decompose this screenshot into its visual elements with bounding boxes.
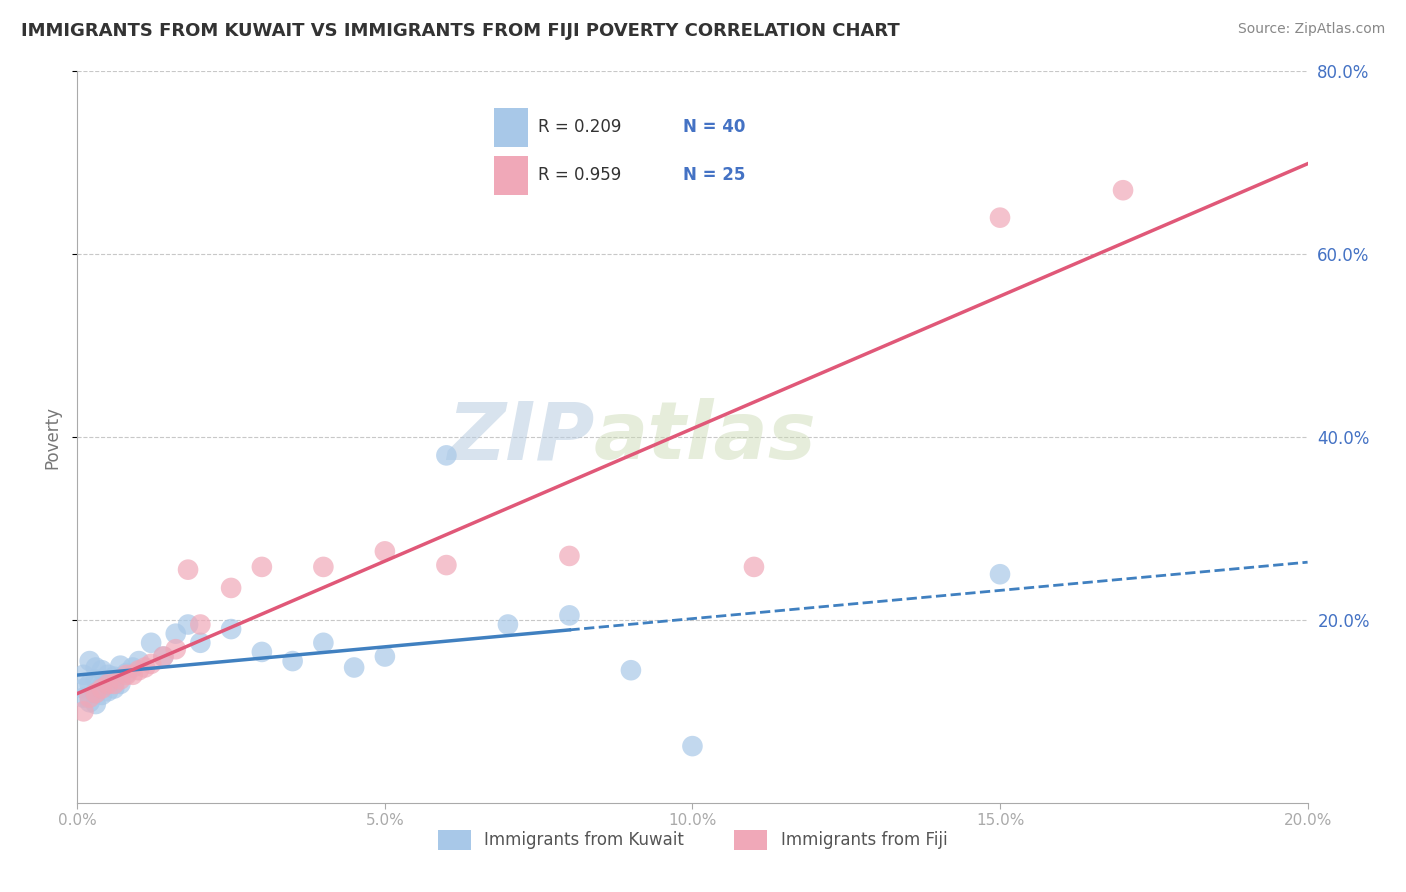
Point [90, 688, 114, 702]
Point [1112, 183, 1135, 197]
Point [121, 660, 143, 674]
Text: Source: ZipAtlas.com: Source: ZipAtlas.com [1237, 22, 1385, 37]
Text: ZIP: ZIP [447, 398, 595, 476]
Point [165, 642, 187, 657]
Point [134, 660, 156, 674]
Point [988, 567, 1011, 582]
Point [79, 677, 101, 691]
Point [558, 549, 581, 563]
Point [152, 649, 174, 664]
Point [312, 636, 335, 650]
Point [128, 654, 150, 668]
Point [90, 679, 114, 693]
Point [72, 705, 94, 719]
Point [436, 558, 458, 573]
Point [72, 690, 94, 705]
Point [742, 560, 765, 574]
Text: atlas: atlas [595, 398, 817, 476]
Point [84, 697, 107, 711]
Point [90, 681, 114, 696]
Point [84, 673, 107, 687]
Point [97, 677, 120, 691]
Text: IMMIGRANTS FROM KUWAIT VS IMMIGRANTS FROM FIJI POVERTY CORRELATION CHART: IMMIGRANTS FROM KUWAIT VS IMMIGRANTS FRO… [21, 22, 900, 40]
Point [110, 677, 132, 691]
Point [374, 544, 396, 558]
Point [79, 690, 101, 705]
Point [188, 636, 212, 650]
Point [84, 686, 107, 700]
Point [558, 608, 581, 623]
Point [988, 211, 1011, 225]
Point [79, 654, 101, 668]
Point [188, 617, 212, 632]
Point [90, 663, 114, 677]
Point [374, 649, 396, 664]
Point [97, 684, 120, 698]
Point [152, 649, 174, 664]
Point [219, 581, 242, 595]
Point [110, 673, 132, 687]
Point [115, 665, 138, 680]
Point [128, 663, 150, 677]
Point [97, 675, 120, 690]
Point [250, 560, 273, 574]
Point [79, 695, 101, 709]
Point [97, 667, 120, 681]
Point [84, 686, 107, 700]
Point [141, 657, 163, 671]
Point [177, 617, 200, 632]
Point [121, 667, 143, 681]
Y-axis label: Poverty: Poverty [44, 406, 62, 468]
Point [343, 660, 366, 674]
Point [682, 739, 704, 753]
Point [496, 617, 519, 632]
Point [72, 681, 94, 696]
Point [219, 622, 242, 636]
Point [250, 645, 273, 659]
Point [103, 681, 125, 696]
Point [115, 667, 138, 681]
Point [103, 670, 125, 684]
Point [312, 560, 335, 574]
Point [103, 677, 125, 691]
Point [436, 448, 458, 462]
Point [165, 626, 187, 640]
Point [281, 654, 304, 668]
Point [72, 667, 94, 681]
Point [141, 636, 163, 650]
Point [620, 663, 643, 677]
Point [110, 658, 132, 673]
Legend: Immigrants from Kuwait, Immigrants from Fiji: Immigrants from Kuwait, Immigrants from … [430, 823, 955, 856]
Point [84, 660, 107, 674]
Point [177, 563, 200, 577]
